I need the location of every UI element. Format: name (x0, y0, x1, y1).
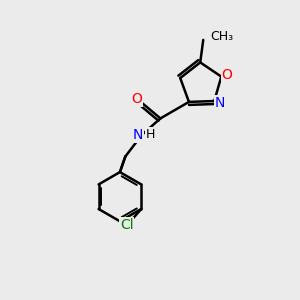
Text: O: O (131, 92, 142, 106)
Text: N: N (133, 128, 143, 142)
Text: CH₃: CH₃ (211, 30, 234, 43)
Text: N: N (214, 95, 225, 110)
Text: Cl: Cl (120, 218, 134, 232)
Text: O: O (221, 68, 232, 82)
Text: H: H (146, 128, 155, 140)
